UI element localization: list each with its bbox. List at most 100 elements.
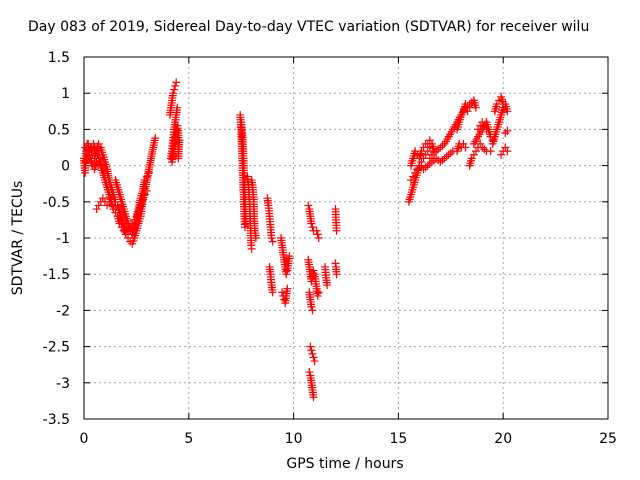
data-point	[313, 291, 322, 300]
y-tick-label: -1.5	[43, 267, 70, 283]
data-point	[282, 270, 291, 279]
data-point	[308, 349, 317, 358]
data-point	[306, 342, 315, 351]
data-point	[103, 201, 112, 210]
data-point	[304, 201, 313, 210]
data-point	[423, 161, 432, 170]
data-point	[307, 219, 316, 228]
x-tick-label: 5	[184, 431, 193, 447]
data-point	[95, 154, 104, 163]
data-point	[436, 157, 445, 166]
data-point	[430, 148, 439, 157]
data-point	[309, 353, 318, 362]
data-point	[419, 165, 428, 174]
data-point	[497, 150, 506, 159]
data-point	[314, 288, 323, 297]
data-point	[436, 143, 445, 152]
data-point	[169, 89, 178, 98]
data-point	[268, 237, 277, 246]
data-point	[305, 367, 314, 376]
data-point	[251, 234, 260, 242]
x-tick-labels: 0 5 10 15 20 25	[80, 431, 617, 447]
y-tick-label: -1	[56, 231, 70, 247]
data-point	[471, 147, 480, 156]
data-point	[503, 147, 512, 156]
x-tick-label: 15	[389, 431, 407, 447]
data-point	[461, 143, 470, 152]
data-point	[442, 152, 451, 161]
data-point	[173, 103, 182, 112]
data-point	[247, 244, 256, 253]
data-point	[308, 223, 317, 232]
data-point	[309, 266, 318, 275]
data-point	[421, 163, 430, 172]
data-point	[283, 284, 292, 293]
data-point	[240, 223, 249, 232]
data-point	[499, 100, 508, 109]
y-tick-label: 1.5	[48, 50, 70, 66]
data-point	[486, 147, 495, 156]
data-point	[501, 143, 510, 152]
data-point	[314, 234, 323, 242]
data-points	[80, 78, 512, 402]
data-point	[480, 145, 489, 154]
data-point	[503, 126, 512, 135]
data-point	[144, 168, 153, 177]
y-axis-label: SDTVAR / TECUs	[10, 180, 26, 296]
y-tick-label: 0.5	[48, 122, 70, 138]
data-point	[142, 186, 151, 195]
y-tick-label: -3	[56, 376, 70, 392]
data-point	[501, 129, 510, 138]
data-point	[438, 156, 447, 165]
data-point	[332, 226, 341, 235]
data-point	[446, 148, 455, 157]
data-point	[268, 288, 277, 297]
y-tick-labels: 1.5 1 0.5 0 -0.5 -1 -1.5 -2 -2.5 -3 -3.5	[43, 50, 70, 428]
data-point	[267, 234, 276, 242]
axis-ticks	[83, 56, 609, 420]
grid-lines	[84, 57, 608, 419]
data-point	[278, 288, 287, 297]
data-point	[438, 141, 447, 150]
y-tick-label: -2	[56, 303, 70, 319]
x-tick-label: 20	[494, 431, 512, 447]
data-point	[310, 357, 319, 366]
data-point	[323, 281, 332, 290]
y-tick-label: 0	[61, 159, 70, 175]
data-point	[471, 103, 480, 112]
data-point	[427, 150, 436, 159]
y-tick-label: -0.5	[43, 195, 70, 211]
data-point	[285, 252, 294, 261]
chart-title: Day 083 of 2019, Sidereal Day-to-day VTE…	[28, 19, 590, 35]
x-tick-label: 10	[285, 431, 303, 447]
data-point	[309, 393, 318, 402]
data-point	[444, 150, 453, 159]
data-point	[478, 143, 487, 152]
data-point	[427, 157, 436, 166]
data-point	[308, 306, 317, 315]
data-point	[151, 134, 160, 143]
data-point	[175, 136, 184, 145]
data-point	[307, 302, 316, 311]
data-point	[440, 154, 449, 163]
data-point	[332, 270, 341, 279]
data-point	[313, 230, 322, 239]
data-point	[425, 154, 434, 163]
x-tick-label: 0	[80, 431, 89, 447]
y-tick-label: -3.5	[43, 412, 70, 428]
x-tick-label: 25	[599, 431, 617, 447]
data-point	[171, 81, 180, 90]
data-point	[94, 201, 103, 210]
y-tick-label: -2.5	[43, 340, 70, 356]
data-point	[172, 78, 181, 87]
y-tick-label: 1	[61, 86, 70, 102]
data-point	[170, 85, 179, 94]
data-point	[307, 346, 316, 355]
data-point	[482, 125, 491, 134]
x-axis-label: GPS time / hours	[286, 456, 404, 472]
data-point	[503, 107, 512, 116]
data-point	[92, 205, 101, 214]
data-point	[312, 226, 321, 235]
data-point	[98, 194, 107, 203]
